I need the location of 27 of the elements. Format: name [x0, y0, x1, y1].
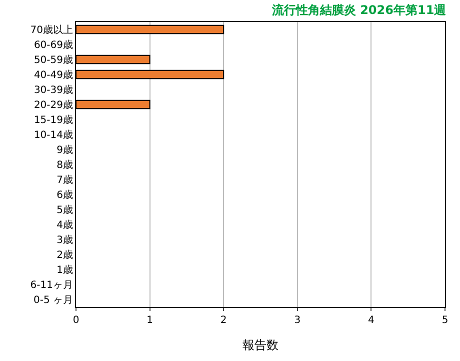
- y-tick-label: 4歳: [56, 219, 73, 231]
- y-tick-label: 50-59歳: [34, 54, 73, 66]
- y-tick-label: 0-5 ヶ月: [33, 295, 73, 306]
- y-tick-label: 10-14歳: [34, 129, 73, 141]
- y-tick-label: 70歳以上: [30, 24, 73, 36]
- y-tick-label: 6歳: [56, 189, 73, 201]
- y-tick-label: 3歳: [56, 234, 73, 246]
- y-tick-label: 30-39歳: [34, 84, 73, 96]
- x-tick-label: 5: [442, 315, 448, 326]
- y-tick-label: 9歳: [56, 144, 73, 156]
- y-tick-label: 2歳: [56, 249, 73, 261]
- x-tick-label: 3: [294, 315, 301, 326]
- y-tick-label: 1歳: [56, 264, 73, 276]
- x-tick-label: 2: [220, 315, 227, 326]
- y-tick-label: 20-29歳: [34, 99, 73, 111]
- y-tick-label: 40-49歳: [34, 69, 73, 81]
- x-tick-label: 4: [368, 315, 374, 326]
- x-tick-label: 1: [146, 315, 153, 326]
- y-tick-label: 60-69歳: [34, 39, 73, 51]
- chart-title: 流行性角結膜炎 2026年第11週: [270, 2, 448, 17]
- y-tick-label: 8歳: [56, 159, 73, 171]
- y-tick-label: 15-19歳: [34, 114, 73, 126]
- x-axis-title: 報告数: [242, 338, 278, 352]
- y-tick-label: 6-11ヶ月: [30, 280, 73, 291]
- x-tick-label: 0: [72, 315, 80, 326]
- y-tick-label: 5歳: [56, 204, 73, 216]
- y-tick-label: 7歳: [56, 174, 73, 186]
